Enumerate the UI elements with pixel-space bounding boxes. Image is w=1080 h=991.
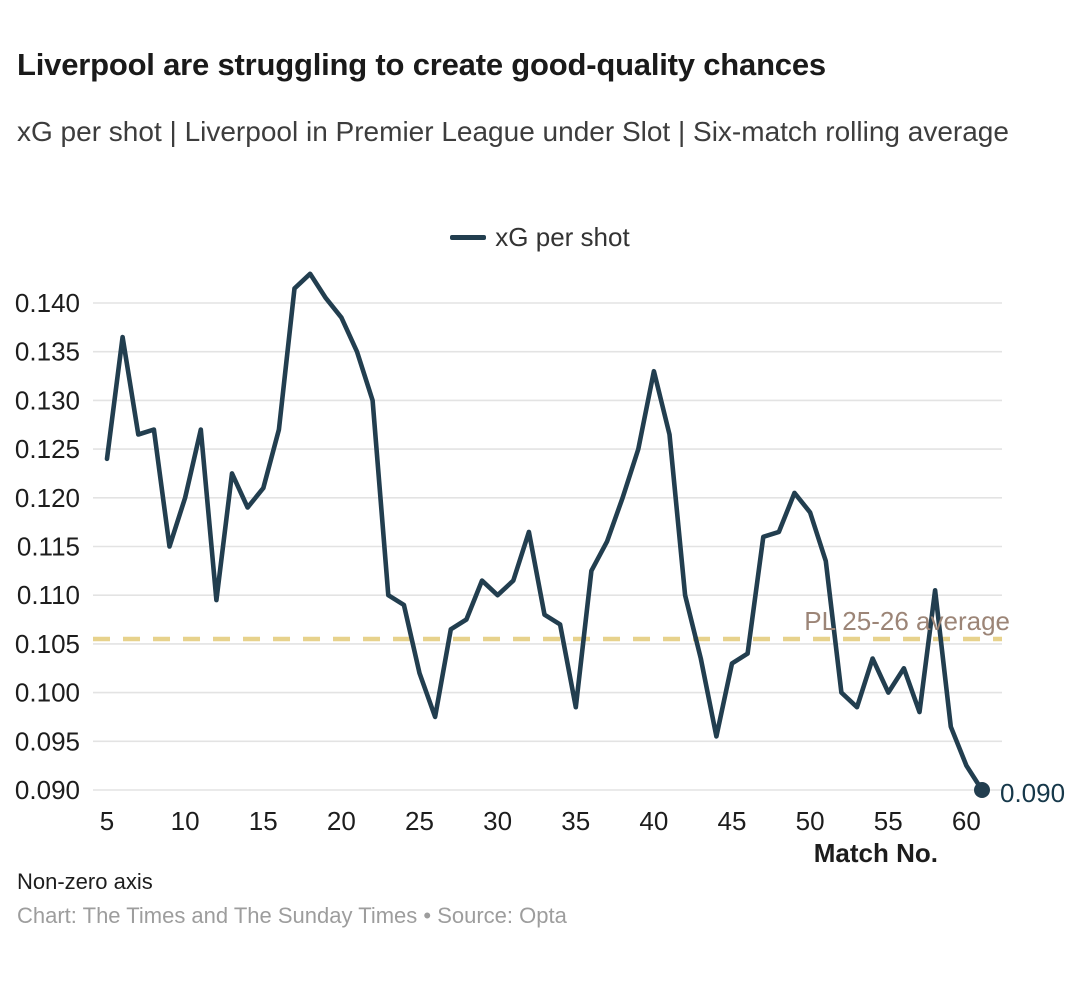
reference-line-label: PL 25-26 average [804,606,1010,636]
page-title: Liverpool are struggling to create good-… [17,47,826,82]
legend-line-swatch [450,235,487,240]
x-tick-label: 10 [171,806,200,836]
x-tick-label: 5 [100,806,114,836]
x-tick-label: 15 [249,806,278,836]
x-tick-label: 45 [718,806,747,836]
y-tick-label: 0.110 [17,580,80,610]
chart-subtitle: xG per shot | Liverpool in Premier Leagu… [17,116,1009,147]
x-axis-title: Match No. [813,838,938,868]
y-tick-label: 0.100 [15,678,80,708]
x-tick-label: 30 [483,806,512,836]
end-point-dot [974,782,990,798]
y-tick-label: 0.095 [15,726,80,756]
legend-label: xG per shot [495,222,630,252]
y-tick-label: 0.135 [15,337,80,367]
y-tick-label: 0.120 [15,483,80,513]
x-tick-label: 35 [561,806,590,836]
axis-footnote: Non-zero axis [17,869,153,894]
x-tick-label: 20 [327,806,356,836]
end-point-value-label: 0.090 [1000,778,1066,808]
source-credit: Chart: The Times and The Sunday Times • … [17,903,567,928]
x-tick-label: 55 [874,806,903,836]
legend: xG per shot [0,222,1080,253]
x-tick-label: 40 [639,806,668,836]
xg-series-line [104,271,985,793]
y-tick-label: 0.105 [15,629,80,659]
y-tick-label: 0.115 [17,532,80,562]
y-tick-label: 0.090 [15,775,80,805]
y-tick-label: 0.140 [15,288,80,318]
x-tick-label: 60 [952,806,981,836]
y-tick-label: 0.125 [15,434,80,464]
x-tick-label: 25 [405,806,434,836]
x-tick-label: 50 [796,806,825,836]
y-tick-label: 0.130 [15,385,80,415]
